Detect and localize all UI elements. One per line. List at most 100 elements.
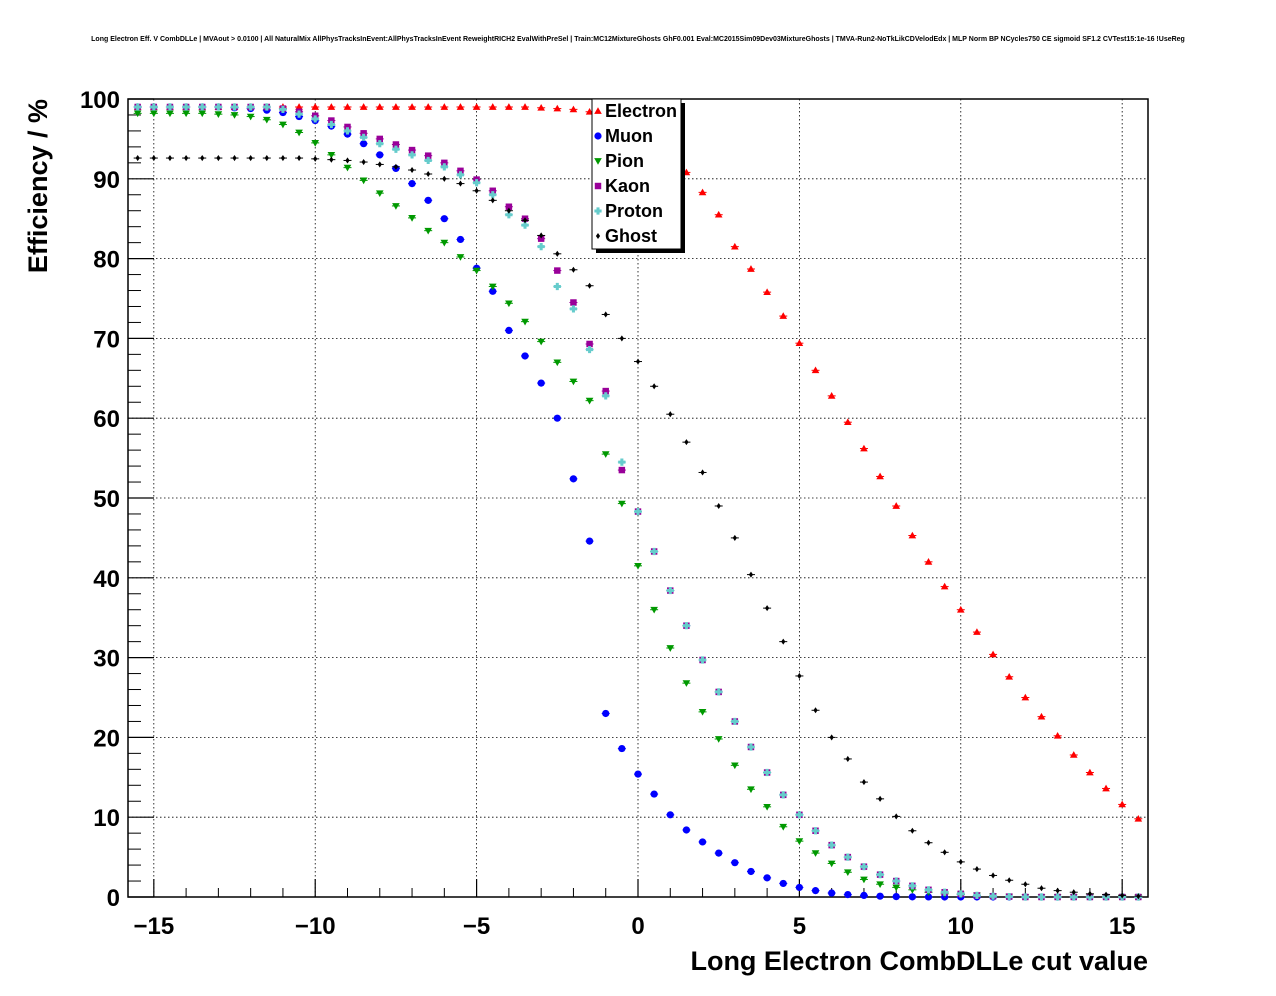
data-point <box>553 282 561 291</box>
data-point <box>327 152 336 159</box>
data-point <box>876 892 884 900</box>
data-point <box>1136 893 1141 900</box>
data-point <box>714 736 723 743</box>
data-point <box>521 221 529 229</box>
data-point <box>440 103 449 110</box>
data-point <box>618 458 626 466</box>
x-axis-title: Long Electron CombDLLe cut value <box>690 946 1148 976</box>
data-point <box>167 155 173 162</box>
data-point <box>956 605 965 613</box>
data-point <box>747 265 755 272</box>
data-point <box>505 300 513 308</box>
data-point <box>827 392 836 399</box>
data-point <box>1069 751 1078 758</box>
data-point <box>474 187 479 194</box>
data-point <box>151 155 156 162</box>
data-point <box>506 207 511 214</box>
x-tick-label: 10 <box>947 913 974 940</box>
data-point <box>408 146 416 154</box>
data-point <box>585 397 594 405</box>
data-point <box>781 638 786 645</box>
data-point <box>359 103 368 110</box>
data-point <box>232 155 237 162</box>
data-point <box>684 439 689 446</box>
data-point <box>295 110 303 118</box>
x-tick-label: −15 <box>133 913 174 940</box>
data-point <box>989 650 997 658</box>
data-point <box>731 242 739 250</box>
data-point <box>635 358 641 365</box>
data-point <box>537 338 545 346</box>
data-point <box>876 472 884 480</box>
data-point <box>779 879 787 888</box>
legend-label: Electron <box>605 101 677 121</box>
x-tick-label: −10 <box>295 913 336 940</box>
data-point <box>827 860 836 868</box>
data-point <box>876 881 884 889</box>
data-point <box>894 813 899 820</box>
data-point <box>571 266 576 273</box>
y-tick-label: 100 <box>80 87 120 114</box>
legend-box <box>591 98 682 250</box>
y-axis-title: Efficiency / % <box>23 99 53 273</box>
data-point <box>779 791 787 799</box>
legend: Electron Muon Pion Kaon Proton Ghost <box>591 98 685 253</box>
data-point <box>458 180 463 187</box>
y-tick-label: 80 <box>93 247 120 274</box>
data-point <box>150 110 158 118</box>
legend-label: Pion <box>605 151 644 171</box>
data-point <box>554 267 561 274</box>
data-point <box>1120 892 1125 899</box>
data-point <box>182 103 190 111</box>
y-tick-label: 40 <box>93 566 120 593</box>
data-point <box>828 889 836 897</box>
data-point <box>200 155 205 162</box>
data-point <box>602 387 609 395</box>
data-point <box>1087 890 1092 897</box>
data-point <box>344 123 351 131</box>
data-point <box>811 366 820 374</box>
data-point <box>442 175 447 182</box>
data-point <box>311 103 320 110</box>
data-point <box>797 672 802 679</box>
data-point <box>603 311 608 318</box>
data-point <box>1054 893 1062 901</box>
data-point <box>844 418 852 426</box>
data-point <box>650 790 658 798</box>
data-point <box>860 444 868 452</box>
data-point <box>795 883 804 892</box>
data-point <box>682 680 691 687</box>
data-point <box>424 152 432 159</box>
x-tick-label: −5 <box>463 913 490 940</box>
data-point <box>457 167 464 175</box>
data-point <box>731 762 739 770</box>
y-tick-label: 20 <box>93 725 120 752</box>
data-point <box>408 215 416 222</box>
data-point <box>198 103 206 111</box>
data-point <box>440 215 448 223</box>
data-point <box>343 103 352 110</box>
data-point <box>408 103 416 110</box>
data-point <box>456 235 465 244</box>
data-point <box>280 155 286 162</box>
data-point <box>910 827 915 834</box>
data-point <box>652 383 657 390</box>
data-point <box>763 874 771 882</box>
data-point <box>522 217 528 224</box>
legend-label: Muon <box>605 126 653 146</box>
data-point <box>1023 881 1028 888</box>
data-point <box>569 305 578 313</box>
data-point <box>765 605 770 612</box>
data-point <box>198 110 207 118</box>
data-point <box>698 709 707 716</box>
y-tick-label: 70 <box>93 326 120 353</box>
data-point <box>392 203 400 210</box>
data-point <box>392 141 400 148</box>
data-point <box>505 203 513 210</box>
data-point <box>892 884 901 892</box>
data-point <box>748 571 754 578</box>
data-point <box>360 133 368 141</box>
data-point <box>521 352 529 360</box>
axis-ticks: −15 −10 −5 0 5 10 15 0 10 20 30 40 50 60 70 80 90 100 <box>80 87 1136 940</box>
data-point <box>811 850 820 857</box>
